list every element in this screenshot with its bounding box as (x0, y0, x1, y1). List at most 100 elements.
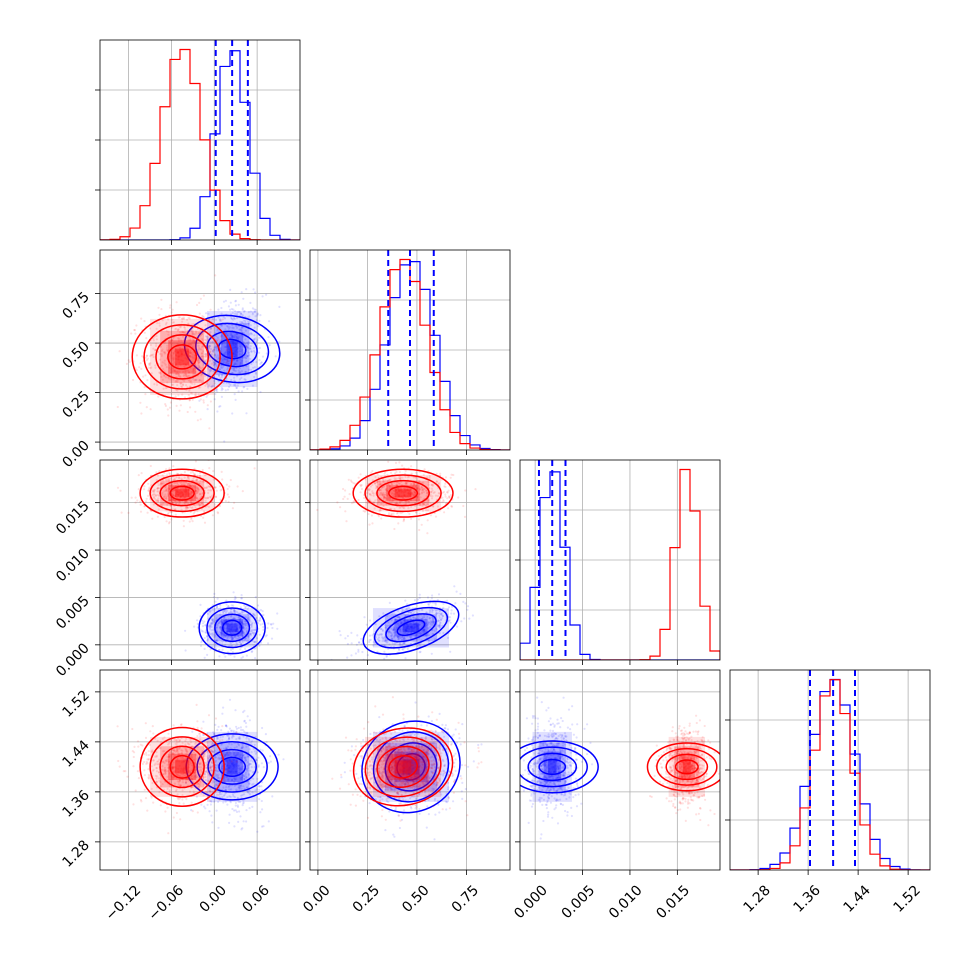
sample-point (196, 489, 199, 493)
sample-point (179, 404, 182, 407)
sample-point (215, 626, 218, 629)
sample-point (237, 390, 240, 393)
sample-point (211, 620, 214, 624)
sample-point (408, 475, 411, 478)
sample-point (150, 765, 153, 768)
sample-point (234, 355, 237, 358)
sample-point (240, 350, 243, 353)
sample-point (172, 749, 176, 752)
sample-point (450, 609, 453, 612)
sample-point (405, 483, 408, 486)
sample-point (395, 512, 399, 515)
sample-point (406, 626, 410, 629)
sample-point (224, 635, 227, 638)
sample-point (464, 489, 467, 492)
sample-point (224, 299, 227, 302)
sample-point (383, 638, 386, 641)
sample-point (226, 754, 229, 757)
sample-point (210, 623, 213, 626)
sample-point (211, 764, 214, 768)
sample-point (182, 349, 185, 352)
sample-point (140, 800, 143, 803)
sample-point (174, 395, 177, 398)
sample-point (239, 361, 242, 364)
sample-point (378, 508, 382, 512)
sample-point (216, 605, 219, 608)
sample-point (393, 496, 396, 499)
sample-point (154, 755, 157, 758)
sample-point (172, 367, 175, 370)
sample-point (212, 318, 215, 321)
sample-point (152, 339, 155, 342)
sample-point (166, 806, 169, 809)
sample-point (185, 492, 188, 495)
sample-point (241, 611, 244, 614)
sample-point (243, 787, 246, 790)
sample-point (392, 489, 395, 492)
sample-point (219, 607, 222, 610)
sample-point (232, 617, 235, 621)
sample-point (414, 476, 417, 479)
sample-point (232, 318, 235, 321)
sample-point (178, 354, 181, 357)
sample-point (265, 293, 268, 296)
sample-point (397, 482, 400, 485)
sample-point (217, 769, 220, 773)
sample-point (249, 763, 252, 766)
sample-point (233, 776, 236, 780)
sample-point (220, 729, 223, 732)
sample-point (242, 322, 245, 325)
sample-point (224, 753, 227, 756)
sample-point (446, 491, 449, 494)
sample-point (170, 484, 173, 487)
sample-point (220, 334, 223, 337)
sample-point (235, 762, 238, 766)
sample-point (214, 759, 218, 762)
sample-point (366, 491, 369, 494)
sample-point (462, 600, 465, 604)
sample-point (373, 507, 376, 510)
sample-point (256, 338, 259, 342)
sample-point (172, 359, 175, 362)
sample-point (177, 358, 180, 361)
sample-point (186, 759, 189, 762)
sample-point (218, 368, 221, 371)
sample-point (384, 626, 387, 629)
sample-point (146, 762, 149, 765)
sample-point (186, 505, 189, 508)
sample-point (408, 616, 411, 620)
sample-point (413, 491, 416, 494)
sample-point (184, 488, 188, 491)
sample-point (233, 598, 236, 601)
sample-point (433, 629, 436, 632)
sample-point (203, 752, 206, 755)
sample-point (384, 640, 387, 643)
sample-point (444, 485, 447, 488)
sample-point (277, 753, 280, 756)
sample-point (398, 649, 401, 652)
sample-point (214, 600, 217, 603)
contour-0 (198, 601, 266, 655)
sample-point (253, 326, 256, 329)
sample-point (240, 597, 244, 600)
sample-point (199, 418, 202, 421)
sample-point (230, 743, 233, 746)
sample-point (213, 780, 216, 784)
sample-point (205, 395, 208, 398)
sample-point (243, 756, 246, 759)
sample-point (161, 493, 164, 496)
sample-point (151, 781, 154, 785)
sample-point (434, 638, 437, 641)
sample-point (195, 775, 198, 778)
sample-point (404, 475, 407, 478)
sample-point (180, 495, 183, 498)
sample-point (211, 514, 214, 517)
sample-point (159, 372, 162, 375)
sample-point (219, 621, 222, 624)
sample-point (202, 294, 205, 297)
sample-point (221, 767, 224, 770)
sample-point (204, 355, 207, 358)
sample-point (237, 785, 240, 789)
sample-point (222, 365, 225, 368)
sample-point (246, 387, 249, 390)
